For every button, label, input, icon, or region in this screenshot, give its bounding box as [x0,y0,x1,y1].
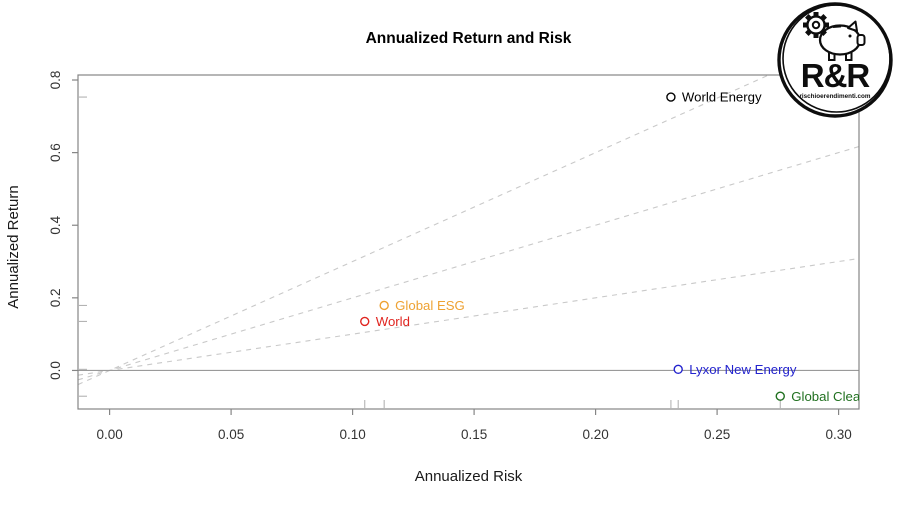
y-tick-label: 0.4 [48,215,63,234]
data-point-label-global-esg: Global ESG [395,298,465,313]
data-point-world-energy [666,92,676,102]
x-tick-label: 0.30 [825,427,851,442]
logo-name: R&R [801,57,871,94]
data-point-world [360,316,370,327]
logo-outer-ring [777,2,893,118]
data-point-global-clea [775,391,785,401]
x-tick-label: 0.10 [339,427,365,442]
reference-line-slope-2 [78,145,859,381]
x-tick-label: 0.25 [704,427,730,442]
plot-border [77,74,860,410]
data-point-label-world-energy: World Energy [682,90,762,105]
x-tick-label: 0.05 [218,427,244,442]
piggy-bank-icon [818,20,866,61]
y-tick-label: 0.2 [48,288,63,307]
logo-inner-ring [782,4,891,113]
data-point-global-esg [379,300,389,311]
reference-line-slope-1 [78,257,859,376]
x-tick-label: 0.20 [582,427,608,442]
data-point-label-lyxor-new-energy: Lyxor New Energy [689,362,797,377]
chart-title: Annualized Return and Risk [365,30,572,47]
x-tick-label: 0.00 [96,427,122,442]
rr-logo: R&R rischioerendimenti.com [777,2,893,118]
logo-website: rischioerendimenti.com [799,93,870,100]
gear-icon [803,12,829,38]
y-tick-label: 0.0 [48,361,63,380]
y-tick-label: 0.8 [48,71,63,90]
x-tick-label: 0.15 [461,427,487,442]
data-point-lyxor-new-energy [673,364,683,375]
x-axis-title: Annualized Risk [414,468,523,485]
y-tick-label: 0.6 [48,143,63,162]
data-point-label-world: World [376,314,410,329]
reference-line-slope-3 [78,75,771,386]
data-point-label-global-clea: Global Clea [791,389,861,404]
